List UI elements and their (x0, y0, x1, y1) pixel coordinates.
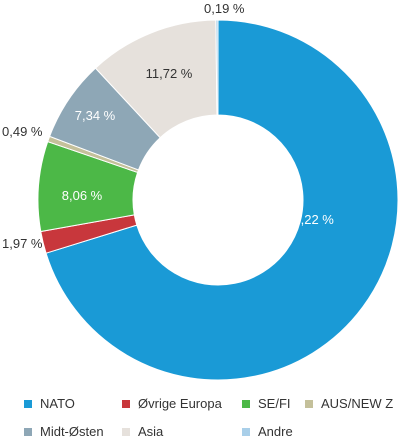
legend-label-se-fi: SE/FI (258, 396, 291, 411)
legend-label-nato: NATO (40, 396, 75, 411)
legend-swatch-andre (242, 427, 250, 436)
data-label-midt-osten: 7,34 % (75, 108, 116, 123)
data-label-ovrige-europa: 1,97 % (2, 236, 43, 251)
legend-swatch-midt-osten (24, 427, 32, 436)
data-label-se-fi: 8,06 % (62, 188, 103, 203)
legend-item-ovrige-europa: Øvrige Europa (122, 396, 222, 411)
legend-swatch-se-fi (242, 399, 250, 408)
legend-item-nato: NATO (24, 396, 75, 411)
data-label-aus-new-z: 0,49 % (2, 124, 43, 139)
slice-andre (215, 19, 219, 116)
legend-item-andre: Andre (242, 424, 293, 439)
legend-label-aus-new-z: AUS/NEW Z (321, 396, 394, 411)
data-label-asia: 11,72 % (146, 66, 193, 81)
data-label-nato: 70,22 % (286, 212, 334, 227)
legend-swatch-nato (24, 399, 32, 408)
data-label-andre: 0,19 % (204, 1, 245, 16)
legend-swatch-ovrige-europa (122, 399, 130, 408)
legend-swatch-aus-new-z (305, 399, 313, 408)
legend-label-midt-osten: Midt-Østen (40, 424, 104, 439)
slice-nato (45, 19, 399, 381)
legend-item-aus-new-z: AUS/NEW Z (305, 396, 393, 411)
legend-label-andre: Andre (258, 424, 293, 439)
legend-swatch-asia (122, 427, 130, 436)
legend-item-midt-osten: Midt-Østen (24, 424, 104, 439)
legend-item-se-fi: SE/FI (242, 396, 291, 411)
legend-label-asia: Asia (138, 424, 164, 439)
chart-legend: NATO Øvrige Europa SE/FI AUS/NEW Z Midt-Øste… (0, 388, 400, 439)
legend-item-asia: Asia (122, 424, 163, 439)
legend-label-ovrige-europa: Øvrige Europa (138, 396, 222, 411)
donut-chart: 70,22 % 1,97 % 8,06 % 0,49 % 7,34 % 11,72 % 0,… (2, 1, 399, 381)
